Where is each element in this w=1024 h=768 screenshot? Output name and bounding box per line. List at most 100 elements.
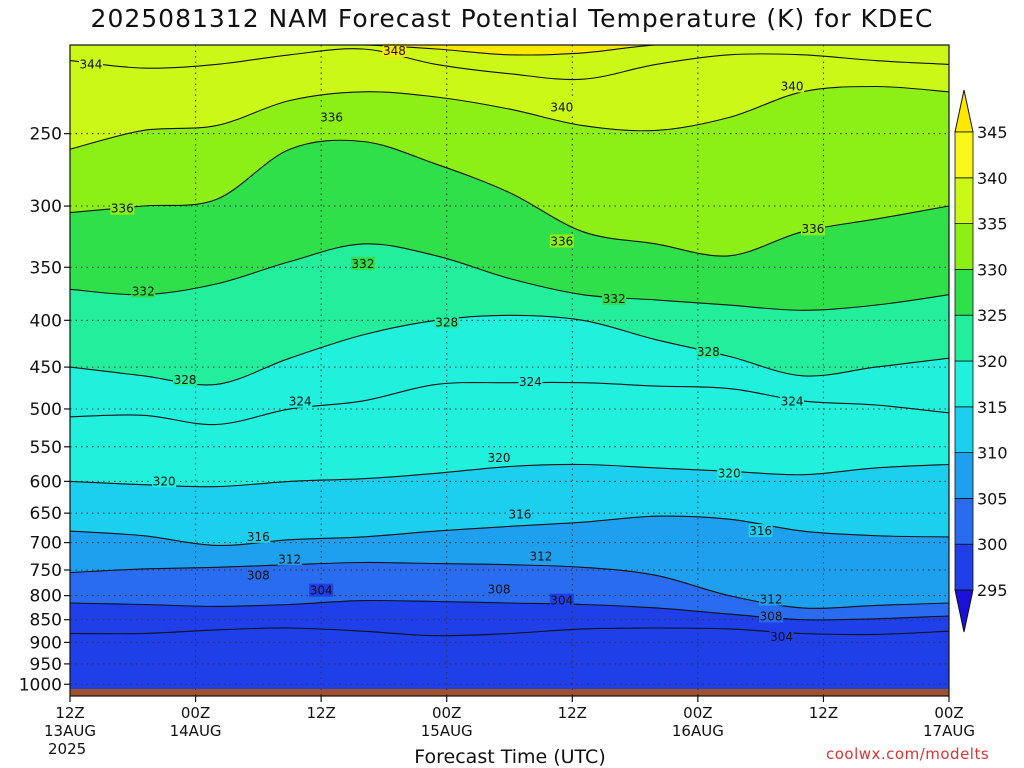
colorbar-swatch-340 bbox=[954, 131, 974, 179]
contour-label-336: 336 bbox=[320, 110, 343, 124]
contour-label-bg bbox=[110, 201, 135, 215]
x-tick-label-time: 12Z bbox=[55, 704, 84, 722]
contour-label-312: 312 bbox=[529, 550, 552, 564]
colorbar-swatch-330 bbox=[954, 223, 974, 270]
contour-label-bg bbox=[549, 593, 574, 607]
contour-348 bbox=[70, 45, 949, 56]
colorbar-label-335: 335 bbox=[977, 215, 1008, 234]
contour-label-bg bbox=[487, 582, 512, 596]
ground-fill bbox=[70, 688, 949, 696]
contour-label-320: 320 bbox=[153, 474, 176, 488]
contour-label-bg bbox=[487, 451, 512, 465]
contour-320 bbox=[70, 463, 949, 488]
contour-label-332: 332 bbox=[603, 292, 626, 306]
colorbar-label-325: 325 bbox=[977, 306, 1008, 325]
colorbar-legend: 295 300 305 310 315 320 325 330 335 340 345 bbox=[954, 89, 1008, 633]
contour-label-bg bbox=[319, 110, 344, 124]
contour-label-316: 316 bbox=[509, 507, 532, 521]
colorbar-swatch-310 bbox=[954, 406, 974, 453]
colorbar-label-320: 320 bbox=[977, 352, 1008, 371]
contour-label-bg bbox=[800, 222, 825, 236]
plot-frame bbox=[69, 44, 950, 697]
grid-lines bbox=[70, 45, 949, 696]
contour-label-bg bbox=[717, 466, 742, 480]
contour-label-344: 344 bbox=[79, 57, 102, 71]
source-credit: coolwx.com/modelts bbox=[826, 745, 990, 763]
y-tick-label-450: 450 bbox=[30, 358, 62, 378]
contour-label-308: 308 bbox=[760, 609, 783, 623]
contour-label-bg bbox=[288, 394, 313, 408]
x-tick-label-date: 17AUG bbox=[923, 722, 975, 740]
contour-label-bg bbox=[549, 234, 574, 248]
contour-label-bg bbox=[246, 529, 271, 543]
contour-label-312: 312 bbox=[278, 552, 301, 566]
colorbar-swatch-320 bbox=[954, 314, 974, 362]
colorbar-label-315: 315 bbox=[977, 398, 1008, 417]
colorbar-swatch-305 bbox=[954, 452, 974, 499]
colorbar-high-extension bbox=[954, 89, 974, 133]
contour-label-bg bbox=[769, 630, 794, 644]
y-tick-label-550: 550 bbox=[30, 438, 62, 458]
contour-label-bg bbox=[549, 100, 574, 114]
x-axis-title: Forecast Time (UTC) bbox=[414, 746, 606, 768]
y-tick-label-950: 950 bbox=[30, 655, 62, 675]
contour-328 bbox=[70, 314, 949, 386]
potential-temperature-fill bbox=[70, 45, 949, 696]
colorbar-swatch-300 bbox=[954, 497, 974, 545]
colorbar-label-305: 305 bbox=[977, 489, 1008, 508]
contour-label-308: 308 bbox=[488, 583, 511, 597]
y-tick-label-800: 800 bbox=[30, 587, 62, 607]
colorbar-label-310: 310 bbox=[977, 444, 1008, 463]
contour-312 bbox=[70, 561, 949, 609]
y-tick-label-750: 750 bbox=[30, 561, 62, 581]
contour-332 bbox=[70, 243, 949, 311]
contour-label-332: 332 bbox=[352, 257, 375, 271]
contour-label-bg bbox=[277, 552, 302, 566]
x-tick-label-time: 00Z bbox=[432, 704, 461, 722]
contour-label-316: 316 bbox=[749, 524, 772, 538]
colorbar-label-330: 330 bbox=[977, 260, 1008, 279]
chart-title: 2025081312 NAM Forecast Potential Temper… bbox=[90, 4, 934, 33]
contour-labels: 344 348 340 340 336 336 336 336 332 332 332 328 328 3… bbox=[78, 43, 825, 644]
x-tick-label-time: 12Z bbox=[809, 704, 838, 722]
x-tick-label-date: 16AUG bbox=[672, 722, 724, 740]
contour-316 bbox=[70, 515, 949, 546]
contour-label-328: 328 bbox=[697, 345, 720, 359]
contour-label-bg bbox=[131, 284, 156, 298]
y-tick-label-1000: 1000 bbox=[19, 675, 62, 695]
y-tick-label-700: 700 bbox=[30, 534, 62, 554]
contour-308 bbox=[70, 599, 949, 621]
contour-label-324: 324 bbox=[519, 375, 542, 389]
x-tick-label-time: 12Z bbox=[306, 704, 335, 722]
contour-label-324: 324 bbox=[781, 395, 804, 409]
y-tick-label-650: 650 bbox=[30, 504, 62, 524]
colorbar-swatch-295 bbox=[954, 543, 974, 591]
contour-label-bg bbox=[78, 57, 103, 71]
contour-label-bg bbox=[246, 568, 271, 582]
contour-304 bbox=[70, 627, 949, 637]
contour-label-320: 320 bbox=[718, 466, 741, 480]
contour-label-340: 340 bbox=[781, 79, 804, 93]
colorbar-low-extension bbox=[954, 589, 974, 633]
y-tick-label-300: 300 bbox=[30, 197, 62, 217]
contour-label-336: 336 bbox=[111, 202, 134, 216]
contour-label-324: 324 bbox=[289, 395, 312, 409]
x-tick-label-date: 14AUG bbox=[170, 722, 222, 740]
y-tick-label-250: 250 bbox=[30, 125, 62, 145]
contour-label-bg bbox=[434, 315, 459, 329]
contour-344 bbox=[70, 48, 949, 81]
colorbar-swatch-335 bbox=[954, 177, 974, 225]
contour-label-304: 304 bbox=[550, 594, 573, 608]
y-tick-label-350: 350 bbox=[30, 258, 62, 278]
colorbar-swatch-325 bbox=[954, 268, 974, 316]
colorbar-label-345: 345 bbox=[977, 123, 1008, 142]
colorbar-swatch-315 bbox=[954, 360, 974, 408]
contour-label-304: 304 bbox=[770, 630, 793, 644]
x-tick-label-time: 12Z bbox=[558, 704, 587, 722]
contour-label-bg bbox=[507, 507, 532, 521]
contour-label-bg bbox=[696, 344, 721, 358]
contour-label-336: 336 bbox=[802, 222, 825, 236]
contour-label-bg bbox=[780, 394, 805, 408]
contour-label-336: 336 bbox=[550, 234, 573, 248]
